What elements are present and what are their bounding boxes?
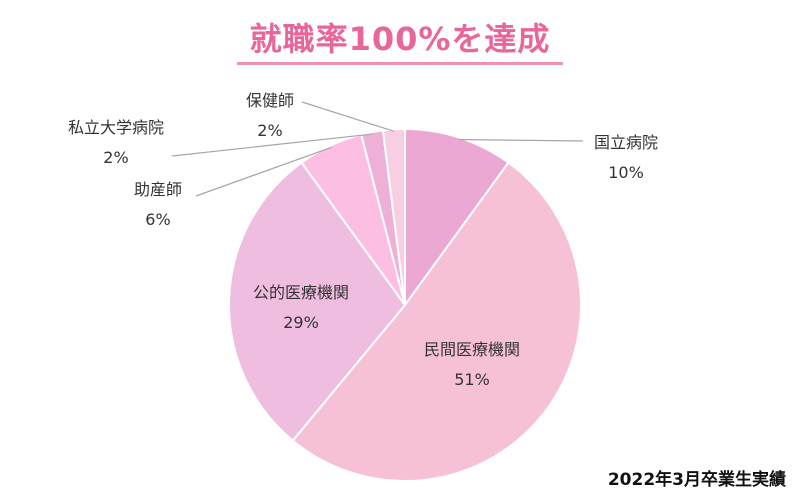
leader-line-0 [458,138,584,142]
label-josanshi-value: 6% [145,210,170,229]
label-josanshi-name: 助産師 [134,180,182,199]
label-minkan-name: 民間医療機関 [424,340,520,359]
label-shiritsu-name: 私立大学病院 [68,118,164,137]
chart-title: 就職率100%を達成 [249,20,551,58]
leader-line-3 [195,146,332,197]
label-shiritsu-value: 2% [103,148,128,167]
leader-line-4 [171,133,373,157]
pie-slices [228,127,582,482]
label-hokenshi-value: 2% [257,121,282,140]
slice-1 [291,161,582,482]
slice-5 [381,127,406,306]
label-kouteki-value: 29% [283,313,319,332]
label-hokenshi-name: 保健師 [246,91,294,110]
leader-lines [171,101,584,197]
label-kouteki-name: 公的医療機関 [253,283,349,302]
label-kokuritsu-name: 国立病院 [594,133,658,152]
slice-0 [404,127,510,309]
footnote: 2022年3月卒業生実績 [607,470,786,490]
label-minkan-value: 51% [454,370,490,389]
label-kokuritsu-value: 10% [608,163,644,182]
title-underline [237,62,563,65]
slice-2 [228,161,407,443]
leader-line-5 [301,101,395,132]
